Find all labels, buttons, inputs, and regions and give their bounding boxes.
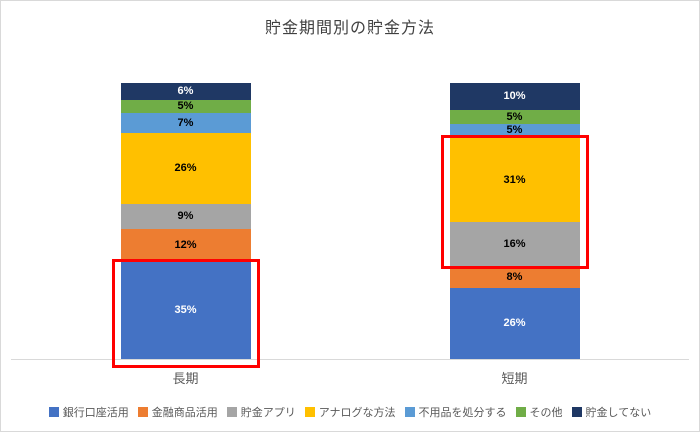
data-label: 26% bbox=[503, 316, 526, 329]
category-label: 短期 bbox=[501, 371, 528, 386]
segment-金融商品活用: 8% bbox=[449, 266, 580, 288]
legend-item: その他 bbox=[515, 404, 563, 420]
legend-label: 貯金してない bbox=[585, 407, 652, 419]
legend-swatch bbox=[304, 407, 315, 417]
legend-item: 不用品を処分する bbox=[404, 404, 507, 420]
data-label: 35% bbox=[174, 304, 197, 317]
segment-不用品を処分する: 7% bbox=[120, 113, 251, 133]
legend-label: 貯金アプリ bbox=[240, 407, 296, 419]
data-label: 9% bbox=[177, 210, 194, 223]
legend-swatch bbox=[48, 407, 59, 417]
legend-item: 貯金アプリ bbox=[226, 404, 296, 420]
legend-item: 銀行口座活用 bbox=[48, 404, 129, 420]
legend-label: その他 bbox=[529, 407, 563, 419]
chart-title: 貯金期間別の貯金方法 bbox=[264, 20, 435, 37]
bar-短期: 26% 8% 16% 31% 5% 5% 10% 短期 bbox=[440, 83, 589, 386]
legend-label: アナログな方法 bbox=[318, 407, 396, 419]
data-label: 16% bbox=[503, 237, 526, 250]
legend-label: 金融商品活用 bbox=[151, 407, 218, 419]
segment-貯金してない: 6% bbox=[120, 83, 251, 100]
legend-label: 銀行口座活用 bbox=[62, 407, 129, 419]
legend-swatch bbox=[515, 407, 526, 417]
segment-その他: 5% bbox=[449, 110, 580, 125]
data-label: 5% bbox=[506, 110, 523, 123]
legend-swatch bbox=[571, 407, 582, 417]
legend-swatch bbox=[137, 407, 148, 417]
legend-item: 貯金してない bbox=[571, 404, 652, 420]
data-label: 12% bbox=[174, 239, 197, 252]
bar-長期: 35% 12% 9% 26% 7% 5% 6% 長期 bbox=[111, 83, 260, 386]
plot-area: 35% 12% 9% 26% 7% 5% 6% 長期 26% 8% 16% 31% 5% 5% 10% 短期 bbox=[21, 83, 679, 386]
legend-label: 不用品を処分する bbox=[418, 407, 507, 419]
segment-金融商品活用: 12% bbox=[120, 229, 251, 263]
legend-swatch bbox=[226, 407, 237, 417]
category-label: 長期 bbox=[172, 371, 199, 386]
segment-銀行口座活用: 35% bbox=[120, 262, 251, 359]
segment-貯金アプリ: 9% bbox=[120, 204, 251, 230]
x-axis-line bbox=[11, 359, 689, 360]
data-label: 26% bbox=[174, 162, 197, 175]
data-label: 10% bbox=[503, 90, 526, 103]
legend-item: 金融商品活用 bbox=[137, 404, 218, 420]
segment-貯金アプリ: 16% bbox=[449, 222, 580, 267]
segment-アナログな方法: 31% bbox=[449, 137, 580, 223]
stacked-bar: 26% 8% 16% 31% 5% 5% 10% bbox=[449, 83, 580, 359]
segment-不用品を処分する: 5% bbox=[449, 124, 580, 138]
segment-銀行口座活用: 26% bbox=[449, 287, 580, 359]
data-label: 31% bbox=[503, 173, 526, 186]
legend-swatch bbox=[404, 407, 415, 417]
stacked-bar: 35% 12% 9% 26% 7% 5% 6% bbox=[120, 83, 251, 359]
legend: 銀行口座活用 金融商品活用 貯金アプリ アナログな方法 不用品を処分する その他 貯金してな… bbox=[1, 404, 699, 420]
data-label: 6% bbox=[177, 84, 194, 97]
segment-貯金してない: 10% bbox=[449, 83, 580, 111]
data-label: 5% bbox=[177, 100, 194, 112]
segment-アナログな方法: 26% bbox=[120, 132, 251, 205]
data-label: 5% bbox=[506, 124, 523, 137]
legend-item: アナログな方法 bbox=[304, 404, 396, 420]
data-label: 7% bbox=[177, 116, 194, 129]
data-label: 8% bbox=[506, 270, 523, 283]
segment-その他: 5% bbox=[120, 99, 251, 114]
